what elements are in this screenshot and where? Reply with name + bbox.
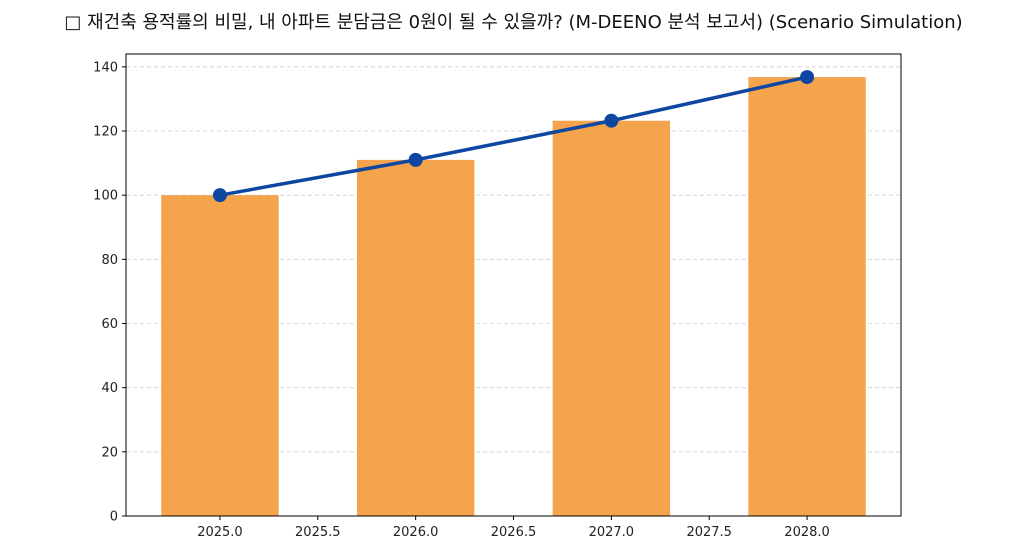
data-point	[604, 113, 619, 128]
bar	[161, 195, 279, 516]
x-tick-label: 2025.0	[197, 525, 243, 540]
y-tick-label: 40	[101, 381, 118, 396]
x-tick-label: 2027.0	[589, 525, 635, 540]
y-tick-label: 100	[93, 189, 118, 204]
data-point	[212, 188, 227, 203]
y-tick-label: 60	[101, 317, 118, 332]
x-tick-label: 2028.0	[784, 525, 830, 540]
y-tick-label: 140	[93, 60, 118, 75]
y-tick-label: 20	[101, 445, 118, 460]
y-tick-label: 120	[93, 125, 118, 140]
chart-title: □ 재건축 용적률의 비밀, 내 아파트 분담금은 0원이 될 수 있을까? (…	[64, 12, 963, 33]
data-point	[408, 152, 423, 167]
series-line	[219, 75, 808, 197]
x-tick-label: 2026.5	[491, 525, 537, 540]
bar	[748, 77, 866, 516]
data-point	[800, 70, 815, 85]
x-tick-label: 2025.5	[295, 525, 341, 540]
x-tick-label: 2027.5	[686, 525, 732, 540]
y-tick-label: 0	[110, 510, 118, 525]
bar	[356, 159, 475, 516]
plot-frame	[125, 53, 902, 517]
y-tick-label: 80	[101, 253, 118, 268]
bar	[552, 120, 671, 516]
x-tick-label: 2026.0	[393, 525, 439, 540]
